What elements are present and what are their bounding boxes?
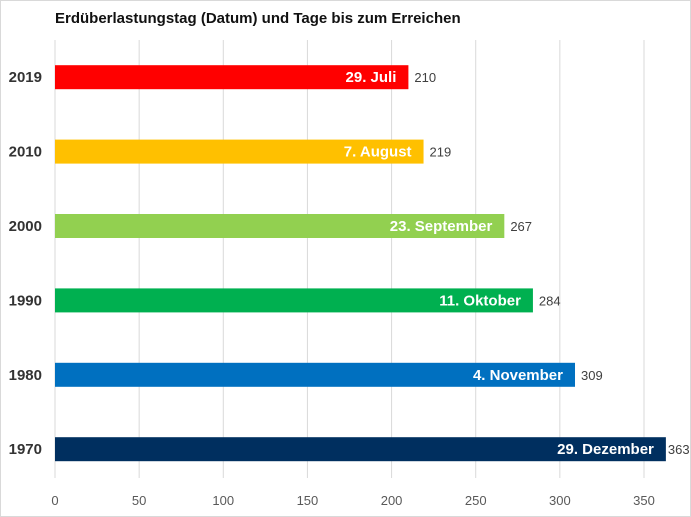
- y-category-label: 1990: [9, 292, 42, 309]
- bar-value-label: 363: [668, 442, 690, 457]
- bar-value-label: 309: [581, 368, 603, 383]
- bar-1970: [55, 437, 666, 462]
- chart-title: Erdüberlastungstag (Datum) und Tage bis …: [55, 10, 461, 27]
- bar-value-label: 284: [539, 293, 561, 308]
- bar-date-label: 29. Juli: [346, 69, 397, 86]
- bar-value-label: 210: [414, 70, 436, 85]
- bar-1990: [55, 288, 533, 313]
- bar-1980: [55, 362, 576, 387]
- x-tick-label: 350: [633, 493, 655, 508]
- x-tick-label: 200: [381, 493, 403, 508]
- bar-2019: [55, 65, 409, 90]
- bar-date-label: 7. August: [344, 144, 412, 161]
- x-tick-label: 100: [212, 493, 234, 508]
- y-category-label: 2010: [9, 144, 42, 161]
- x-tick-label: 0: [51, 493, 58, 508]
- bar-date-label: 11. Oktober: [439, 292, 521, 309]
- y-category-label: 2019: [9, 69, 42, 86]
- bar-date-label: 29. Dezember: [557, 441, 654, 458]
- y-category-label: 1980: [9, 367, 42, 384]
- bar-2010: [55, 139, 424, 164]
- x-tick-label: 50: [132, 493, 146, 508]
- bar-value-label: 267: [510, 219, 532, 234]
- x-tick-label: 300: [549, 493, 571, 508]
- x-tick-label: 250: [465, 493, 487, 508]
- bar-2000: [55, 214, 505, 238]
- bar-date-label: 4. November: [473, 367, 563, 384]
- y-category-label: 1970: [9, 441, 42, 458]
- x-tick-label: 150: [297, 493, 319, 508]
- bar-date-label: 23. September: [390, 218, 493, 235]
- y-category-label: 2000: [9, 218, 42, 235]
- bar-value-label: 219: [430, 145, 452, 160]
